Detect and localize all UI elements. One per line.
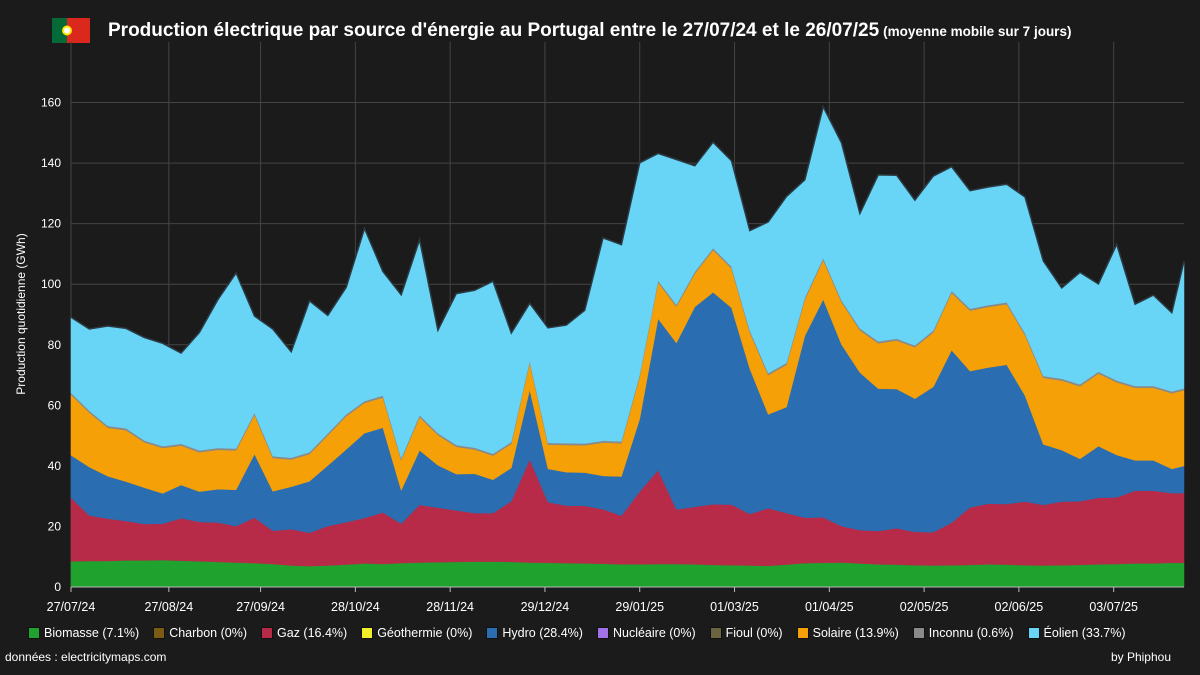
x-tick-label: 02/06/25 — [995, 600, 1044, 614]
stacked-area-chart: 0 20 40 60 80 100 120 140 160 27/07/24 27/08/24 27/… — [41, 42, 1185, 614]
legend-label: Géothermie (0%) — [377, 626, 473, 640]
x-tick-label: 03/07/25 — [1089, 600, 1138, 614]
y-tick-label: 100 — [41, 277, 61, 291]
legend-swatch — [486, 627, 499, 639]
author-credit: by Phiphou — [1110, 650, 1171, 664]
legend-swatch — [28, 627, 40, 639]
y-tick-label: 20 — [48, 519, 62, 533]
legend-swatch — [153, 627, 166, 639]
y-tick-label: 140 — [41, 156, 61, 170]
chart-subtitle: (moyenne mobile sur 7 jours) — [883, 24, 1072, 39]
x-tick-label: 01/03/25 — [710, 600, 759, 614]
legend-swatch — [1027, 627, 1040, 639]
legend-label: Gaz (16.4%) — [277, 626, 348, 640]
y-tick-label: 60 — [48, 398, 62, 412]
legend-swatch — [796, 627, 809, 639]
legend-item-gaz[interactable]: Gaz (16.4%) — [261, 626, 347, 640]
x-tick-label: 02/05/25 — [900, 600, 949, 614]
legend-label: Inconnu (0.6%) — [928, 626, 1014, 640]
legend-item-charbon[interactable]: Charbon (0%) — [153, 626, 247, 640]
legend-label: Nucléaire (0%) — [612, 626, 696, 640]
x-tick-label: 28/10/24 — [331, 600, 380, 614]
y-tick-label: 120 — [41, 217, 61, 231]
data-source: données : electricitymaps.com — [5, 650, 167, 664]
legend-item-fioul[interactable]: Fioul (0%) — [709, 626, 783, 640]
legend-swatch — [709, 627, 722, 639]
legend-swatch — [912, 627, 925, 639]
legend-label: Solaire (13.9%) — [812, 626, 899, 640]
legend-item-hydro[interactable]: Hydro (28.4%) — [486, 626, 583, 640]
legend-label: Fioul (0%) — [725, 626, 783, 640]
x-tick-label: 27/08/24 — [145, 600, 194, 614]
axes: 0 20 40 60 80 100 120 140 160 27/07/24 27/08/24 27/… — [41, 96, 1184, 614]
y-tick-label: 80 — [48, 338, 62, 352]
legend-label: Hydro (28.4%) — [502, 626, 583, 640]
y-tick-label: 160 — [41, 96, 61, 110]
legend-label: Charbon (0%) — [169, 626, 248, 640]
x-tick-label: 28/11/24 — [426, 600, 474, 614]
flag-red-band — [67, 18, 90, 43]
y-tick-label: 40 — [48, 459, 62, 473]
total-outline — [70, 104, 1185, 354]
x-tick-label: 27/07/24 — [47, 600, 96, 614]
legend-item-inconnu[interactable]: Inconnu (0.6%) — [912, 626, 1014, 640]
legend-item-solaire[interactable]: Solaire (13.9%) — [796, 626, 899, 640]
x-tick-label: 01/04/25 — [805, 600, 854, 614]
x-tick-label: 29/12/24 — [521, 600, 570, 614]
chart-title-text: Production électrique par source d'énerg… — [108, 20, 880, 41]
y-tick-label: 0 — [54, 580, 61, 594]
legend-swatch — [261, 627, 274, 639]
chart-title: Production électrique par source d'énerg… — [108, 18, 1188, 45]
legend: Biomasse (7.1%) Charbon (0%) Gaz (16.4%) Gé… — [28, 623, 1188, 643]
legend-swatch — [596, 627, 609, 639]
legend-item-geothermie[interactable]: Géothermie (0%) — [361, 626, 472, 640]
flag-shield — [64, 27, 70, 34]
legend-label: Éolien (33.7%) — [1043, 626, 1126, 640]
x-tick-label: 29/01/25 — [615, 600, 664, 614]
flag-green-band — [52, 18, 67, 43]
portugal-flag — [52, 18, 90, 43]
area-series — [70, 104, 1185, 588]
legend-item-eolien[interactable]: Éolien (33.7%) — [1027, 626, 1126, 640]
legend-swatch — [361, 627, 374, 639]
legend-item-nucleaire[interactable]: Nucléaire (0%) — [596, 626, 696, 640]
legend-label: Biomasse (7.1%) — [44, 626, 140, 640]
legend-item-biomasse[interactable]: Biomasse (7.1%) — [28, 626, 139, 640]
x-tick-label: 27/09/24 — [236, 600, 285, 614]
